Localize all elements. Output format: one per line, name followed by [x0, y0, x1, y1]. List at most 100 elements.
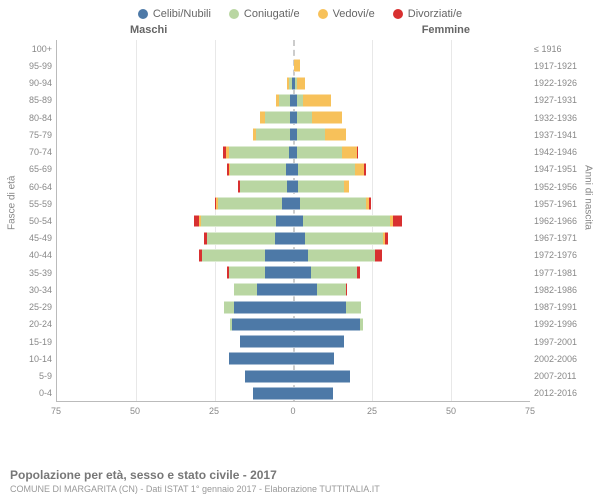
bar-segment: [232, 318, 293, 331]
bar-male: [57, 163, 294, 176]
x-tick-label: 25: [209, 406, 219, 416]
bar-male: [57, 249, 294, 262]
bar-segment: [375, 249, 381, 262]
bar-row: [57, 197, 530, 210]
bar-female: [294, 335, 531, 348]
bar-segment: [311, 266, 357, 279]
bar-row: [57, 232, 530, 245]
birth-label: 1972-1976: [534, 250, 590, 260]
bar-segment: [265, 249, 293, 262]
bar-segment: [355, 163, 364, 176]
birth-label: 1917-1921: [534, 61, 590, 71]
bar-segment: [298, 180, 344, 193]
bar-segment: [245, 370, 294, 383]
age-label: 20-24: [10, 319, 52, 329]
birth-label: 1992-1996: [534, 319, 590, 329]
bar-row: [57, 77, 530, 90]
bar-segment: [229, 146, 289, 159]
bar-female: [294, 387, 531, 400]
age-label: 0-4: [10, 388, 52, 398]
bar-row: [57, 111, 530, 124]
bar-segment: [294, 352, 335, 365]
bar-segment: [294, 283, 318, 296]
bar-segment: [253, 387, 294, 400]
bar-row: [57, 128, 530, 141]
age-label: 95-99: [10, 61, 52, 71]
bar-row: [57, 301, 530, 314]
birth-label: 1952-1956: [534, 182, 590, 192]
birth-label: 1922-1926: [534, 78, 590, 88]
bar-segment: [346, 283, 348, 296]
age-label: 85-89: [10, 95, 52, 105]
header-male: Maschi: [130, 24, 167, 36]
age-label: 70-74: [10, 147, 52, 157]
bar-female: [294, 232, 531, 245]
age-label: 30-34: [10, 285, 52, 295]
bar-row: [57, 215, 530, 228]
birth-axis: ≤ 19161917-19211922-19261927-19311932-19…: [534, 40, 590, 420]
bar-row: [57, 180, 530, 193]
bar-male: [57, 59, 294, 72]
bar-female: [294, 128, 531, 141]
bar-segment: [344, 180, 349, 193]
footer: Popolazione per età, sesso e stato civil…: [10, 468, 590, 494]
bar-segment: [342, 146, 356, 159]
bar-segment: [297, 146, 343, 159]
legend-label: Celibi/Nubili: [153, 8, 211, 20]
bar-segment: [297, 111, 313, 124]
age-label: 90-94: [10, 78, 52, 88]
bar-segment: [294, 232, 305, 245]
age-label: 80-84: [10, 113, 52, 123]
birth-label: 1937-1941: [534, 130, 590, 140]
bar-segment: [294, 59, 300, 72]
x-tick-label: 50: [130, 406, 140, 416]
bar-segment: [229, 352, 294, 365]
bar-female: [294, 180, 531, 193]
bar-row: [57, 387, 530, 400]
chart-title: Popolazione per età, sesso e stato civil…: [10, 468, 590, 482]
bar-female: [294, 146, 531, 159]
bar-male: [57, 197, 294, 210]
age-label: 5-9: [10, 371, 52, 381]
bar-row: [57, 146, 530, 159]
bar-male: [57, 301, 294, 314]
bar-segment: [257, 283, 293, 296]
age-label: 25-29: [10, 302, 52, 312]
bar-segment: [218, 197, 283, 210]
bar-male: [57, 370, 294, 383]
birth-label: 1942-1946: [534, 147, 590, 157]
bar-segment: [369, 197, 371, 210]
bar-male: [57, 128, 294, 141]
legend-label: Vedovi/e: [333, 8, 375, 20]
header-female: Femmine: [422, 24, 470, 36]
bar-segment: [207, 232, 275, 245]
bar-female: [294, 215, 531, 228]
birth-label: 1997-2001: [534, 337, 590, 347]
bar-segment: [256, 128, 291, 141]
bar-segment: [294, 318, 360, 331]
bar-segment: [385, 232, 388, 245]
bar-male: [57, 146, 294, 159]
bar-male: [57, 352, 294, 365]
age-label: 50-54: [10, 216, 52, 226]
birth-label: 1927-1931: [534, 95, 590, 105]
bar-female: [294, 318, 531, 331]
legend-label: Coniugati/e: [244, 8, 300, 20]
bar-segment: [265, 266, 293, 279]
bar-segment: [360, 318, 363, 331]
bar-row: [57, 352, 530, 365]
bar-female: [294, 249, 531, 262]
bar-female: [294, 77, 531, 90]
bar-row: [57, 283, 530, 296]
bar-segment: [229, 266, 265, 279]
bar-row: [57, 163, 530, 176]
legend-item: Vedovi/e: [318, 8, 375, 20]
bar-female: [294, 163, 531, 176]
legend-swatch: [138, 9, 148, 19]
bar-male: [57, 387, 294, 400]
bar-segment: [357, 146, 359, 159]
bar-segment: [240, 180, 287, 193]
age-label: 100+: [10, 44, 52, 54]
bar-male: [57, 335, 294, 348]
bar-female: [294, 301, 531, 314]
